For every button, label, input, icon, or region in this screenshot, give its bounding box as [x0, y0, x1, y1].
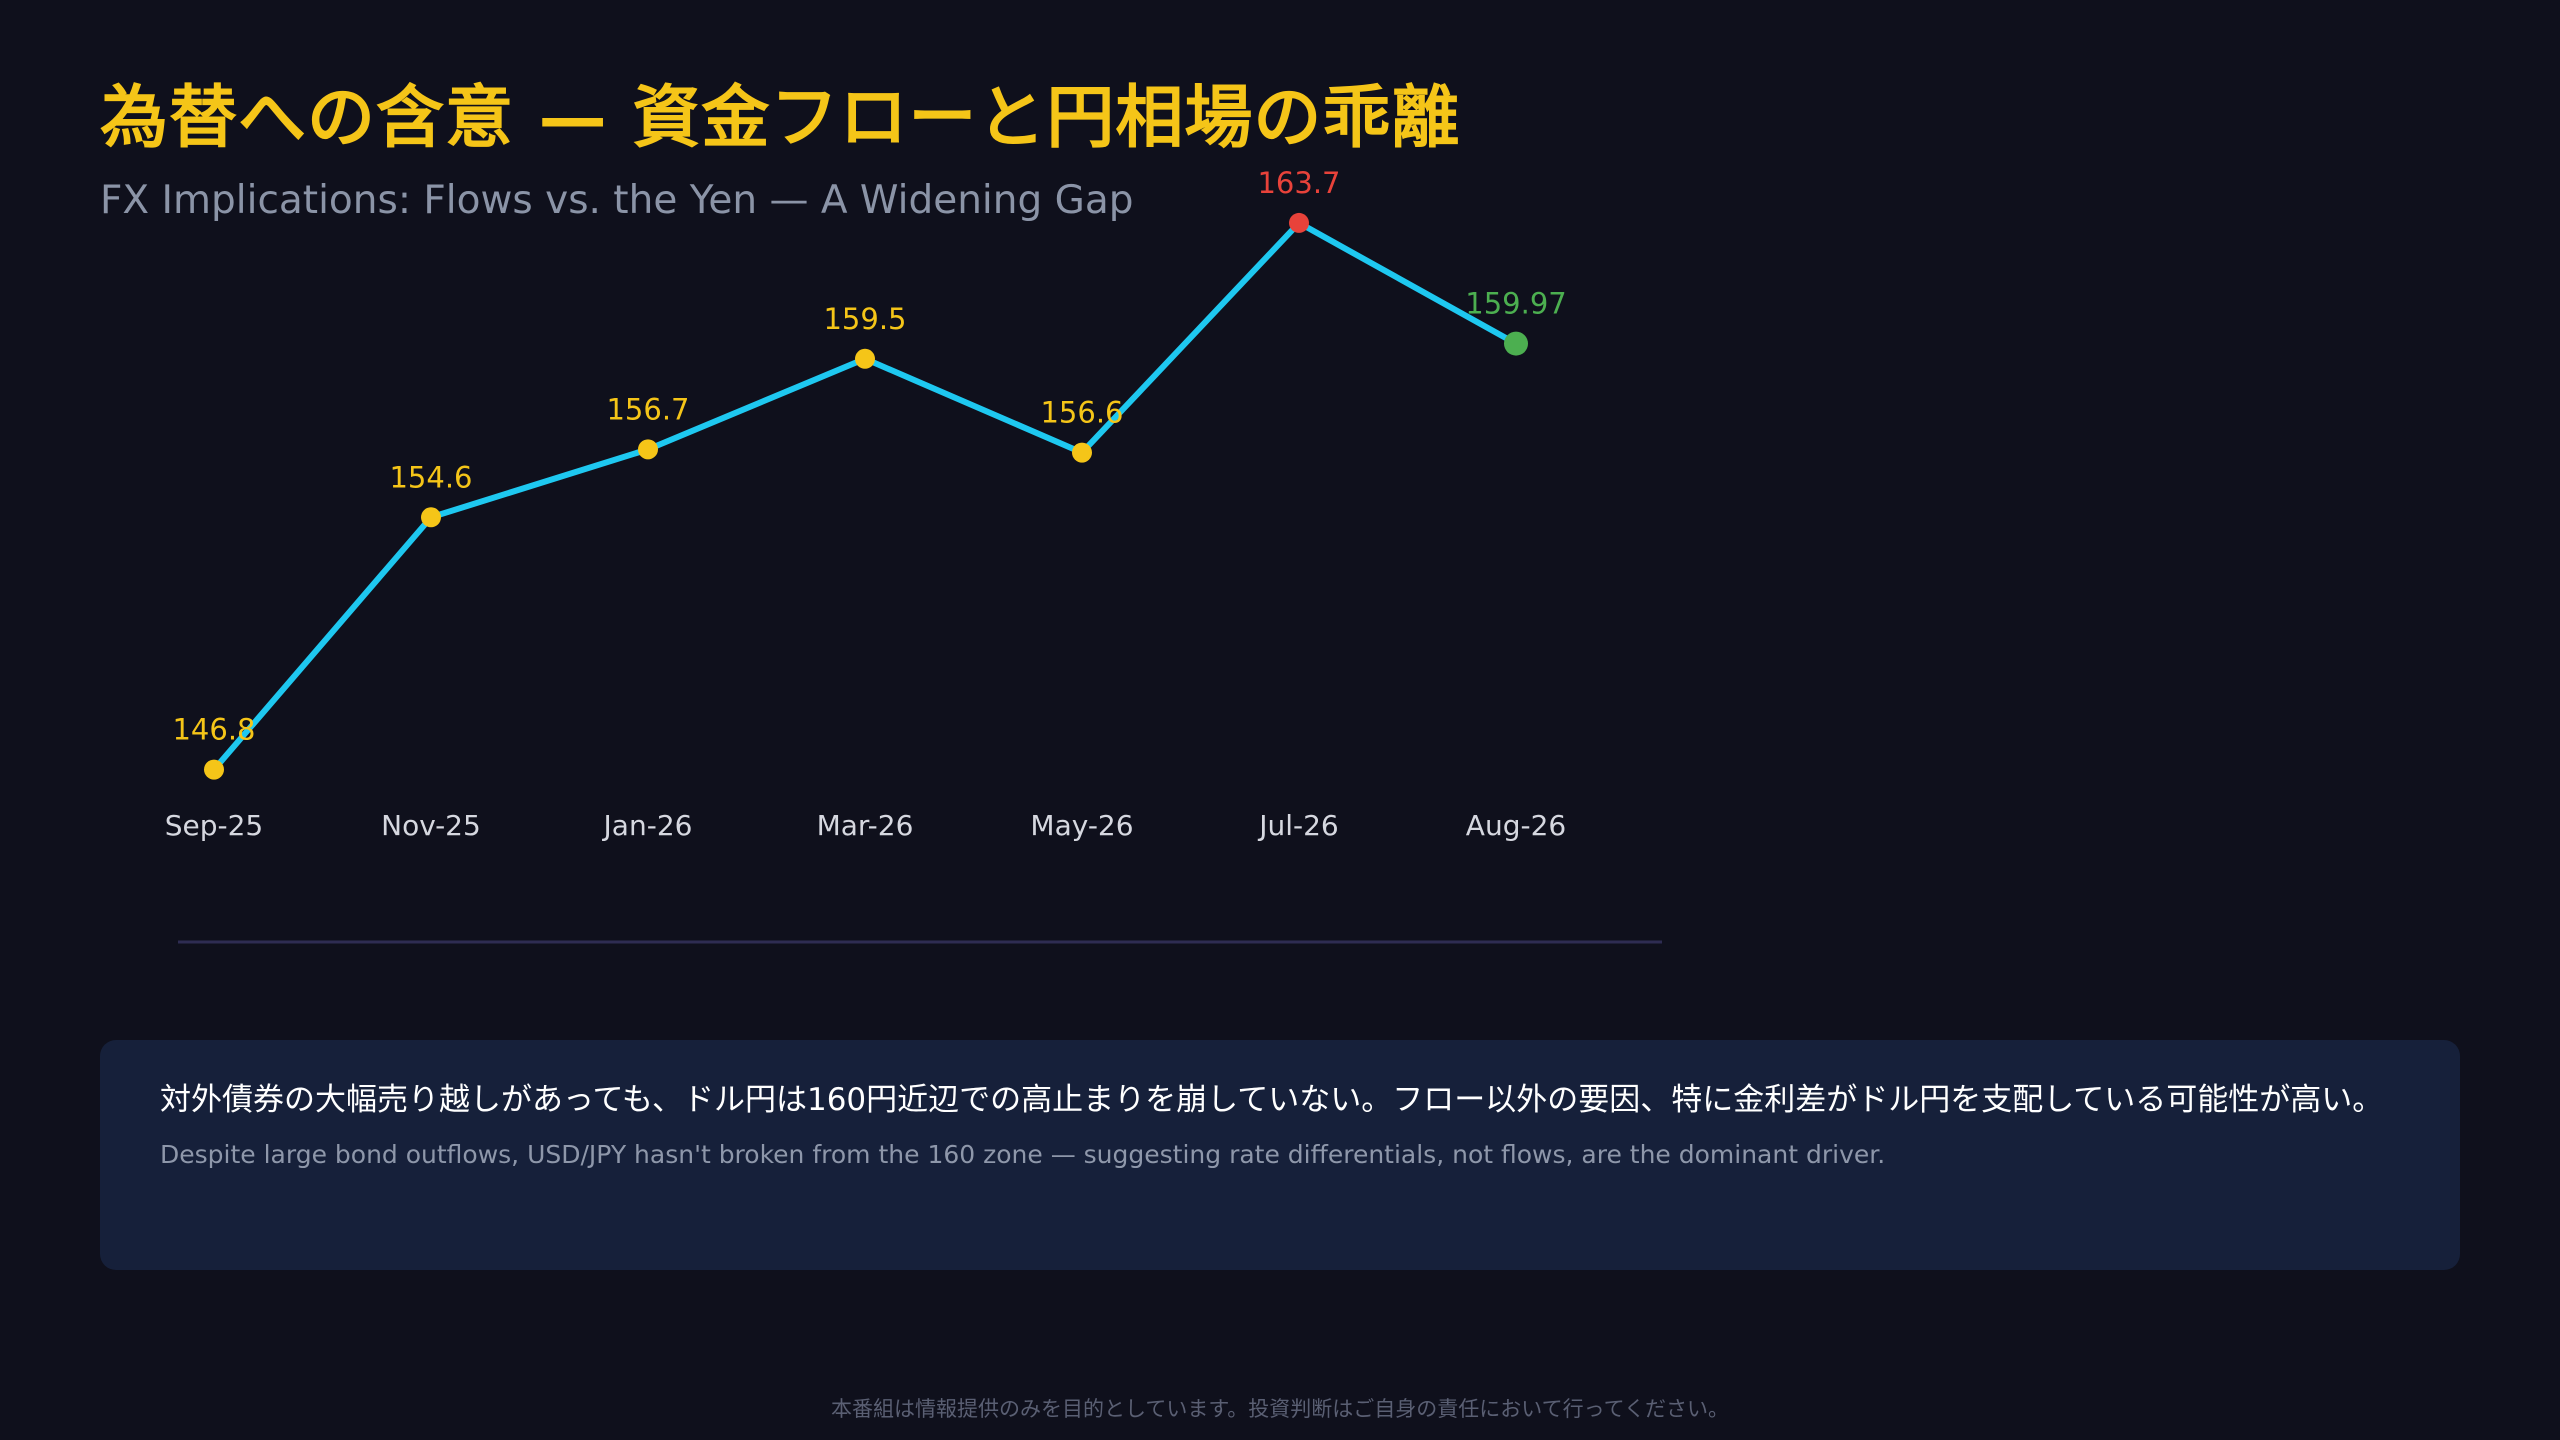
- data-point-Sep-25: [204, 759, 224, 780]
- insight-panel: 対外債券の大幅売り越しがあっても、ドル円は160円近辺での高止まりを崩していない…: [100, 1040, 2460, 1270]
- page-title: 為替への含意 — 資金フローと円相場の乖離: [100, 79, 1461, 158]
- x-tick-Mar-26: Mar-26: [817, 809, 914, 842]
- disclaimer-text: 本番組は情報提供のみを目的としています。投資判断はご自身の責任において行ってくだ…: [831, 1397, 1729, 1421]
- x-axis-ticks: Sep-25 Nov-25 Jan-26 Mar-26 May-26 Jul-26 Aug-…: [165, 809, 1566, 842]
- data-label-Aug-26: 159.97: [1465, 287, 1566, 321]
- data-point-May-26: [1072, 442, 1092, 463]
- x-tick-Jul-26: Jul-26: [1257, 809, 1339, 842]
- insight-text-en: Despite large bond outflows, USD/JPY has…: [160, 1140, 1886, 1169]
- data-label-Nov-25: 154.6: [389, 460, 472, 494]
- x-tick-Sep-25: Sep-25: [165, 809, 264, 842]
- data-points: [204, 212, 1528, 780]
- data-label-Jan-26: 156.7: [606, 392, 689, 426]
- line-chart: 146.8 154.6 156.7 159.5 156.6 163.7 159.97 Sep…: [165, 166, 1662, 944]
- data-point-Aug-26: [1504, 331, 1528, 356]
- data-point-Jan-26: [638, 439, 658, 460]
- x-tick-May-26: May-26: [1030, 809, 1133, 842]
- x-tick-Jan-26: Jan-26: [602, 809, 693, 842]
- insight-text-ja: 対外債券の大幅売り越しがあっても、ドル円は160円近辺での高止まりを崩していない…: [160, 1082, 2384, 1118]
- data-labels: 146.8 154.6 156.7 159.5 156.6 163.7 159.97: [172, 166, 1566, 747]
- x-tick-Aug-26: Aug-26: [1466, 809, 1566, 842]
- data-label-Sep-25: 146.8: [172, 713, 255, 747]
- data-label-Mar-26: 159.5: [823, 302, 906, 336]
- data-label-Jul-26: 163.7: [1257, 166, 1340, 200]
- data-point-Mar-26: [855, 348, 875, 369]
- x-tick-Nov-25: Nov-25: [381, 809, 481, 842]
- data-point-Nov-25: [421, 507, 441, 528]
- page-subtitle: FX Implications: Flows vs. the Yen — A W…: [100, 178, 1134, 223]
- data-point-Jul-26: [1289, 212, 1309, 233]
- data-label-May-26: 156.6: [1040, 396, 1123, 430]
